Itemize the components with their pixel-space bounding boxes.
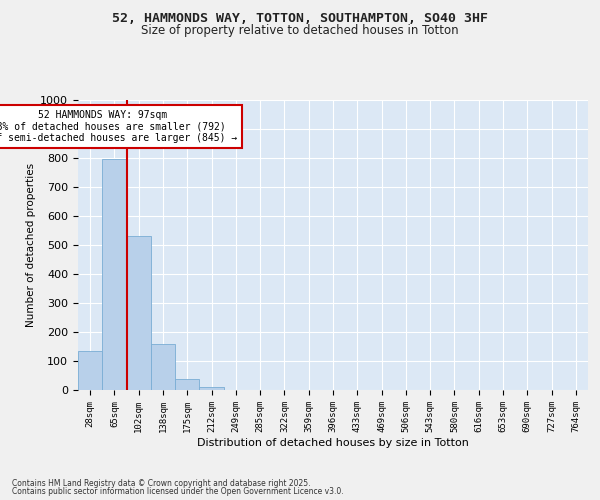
Text: Size of property relative to detached houses in Totton: Size of property relative to detached ho… bbox=[141, 24, 459, 37]
Bar bbox=[199, 386, 224, 390]
X-axis label: Distribution of detached houses by size in Totton: Distribution of detached houses by size … bbox=[197, 438, 469, 448]
Bar bbox=[78, 351, 102, 390]
Y-axis label: Number of detached properties: Number of detached properties bbox=[26, 163, 36, 327]
Bar bbox=[151, 344, 175, 390]
Bar bbox=[175, 379, 199, 390]
Bar bbox=[102, 160, 127, 390]
Text: 52 HAMMONDS WAY: 97sqm
← 48% of detached houses are smaller (792)
51% of semi-de: 52 HAMMONDS WAY: 97sqm ← 48% of detached… bbox=[0, 110, 238, 144]
Text: Contains public sector information licensed under the Open Government Licence v3: Contains public sector information licen… bbox=[12, 487, 344, 496]
Text: Contains HM Land Registry data © Crown copyright and database right 2025.: Contains HM Land Registry data © Crown c… bbox=[12, 478, 311, 488]
Bar bbox=[127, 236, 151, 390]
Text: 52, HAMMONDS WAY, TOTTON, SOUTHAMPTON, SO40 3HF: 52, HAMMONDS WAY, TOTTON, SOUTHAMPTON, S… bbox=[112, 12, 488, 26]
